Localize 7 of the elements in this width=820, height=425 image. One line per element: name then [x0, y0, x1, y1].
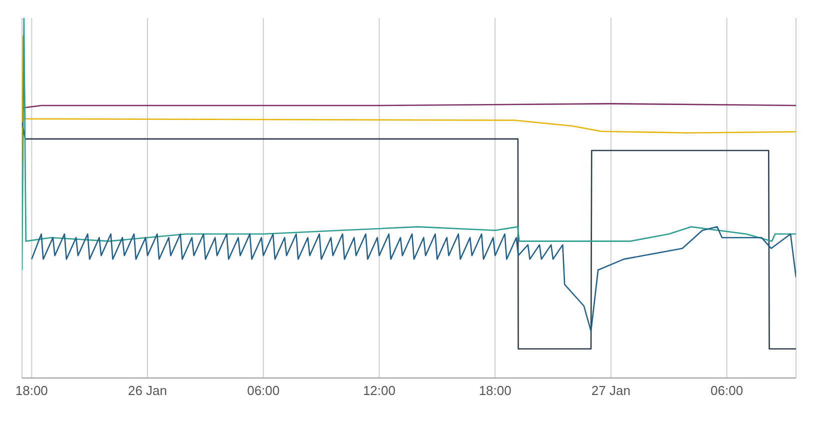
x-tick-label: 26 Jan [128, 383, 168, 398]
x-tick-label: 18:00 [15, 383, 48, 398]
x-tick-label: 06:00 [247, 383, 280, 398]
x-tick-label: 18:00 [478, 383, 512, 398]
x-tick-label: 06:00 [710, 383, 744, 398]
x-tick-label: 12:00 [362, 383, 396, 398]
x-tick-label: 27 Jan [591, 383, 630, 398]
